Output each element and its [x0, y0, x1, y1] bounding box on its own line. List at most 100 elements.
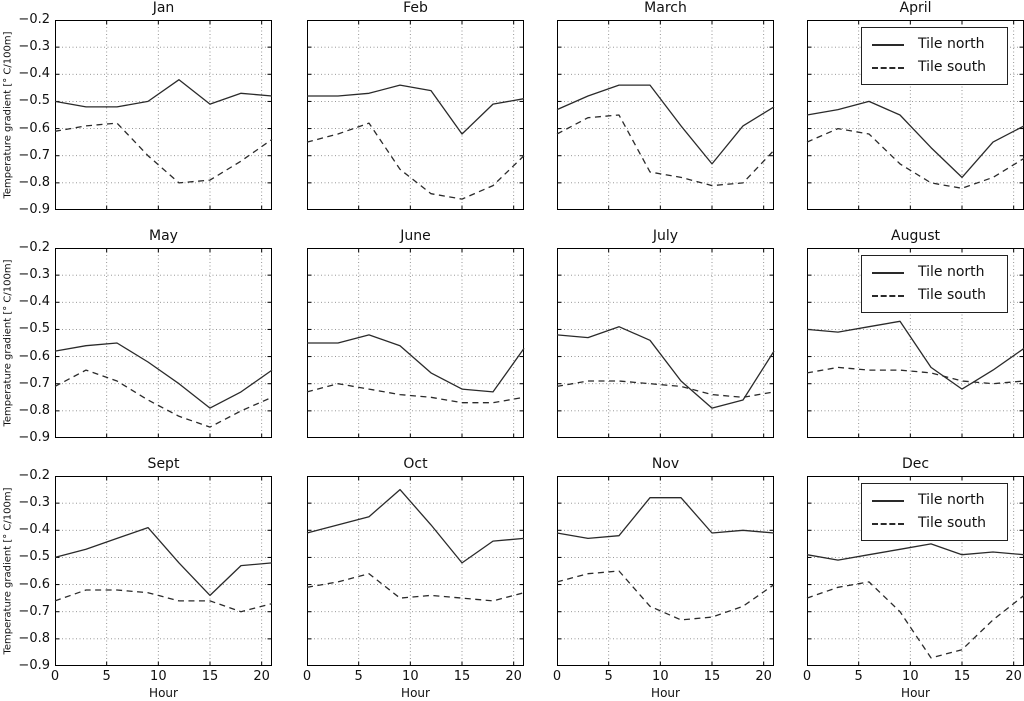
- panel-title: Jan: [152, 0, 175, 16]
- grid-lines: [55, 20, 272, 210]
- y-tick-label: −0.3: [18, 267, 50, 283]
- legend-dashed-line-icon: [872, 66, 904, 69]
- tile-north-line: [54, 526, 273, 597]
- y-tick-label: −0.6: [18, 120, 50, 136]
- tile-south-line: [306, 383, 525, 404]
- grid-lines: [557, 248, 774, 438]
- legend-label: Tile south: [918, 515, 987, 531]
- x-axis-label: Hour: [901, 686, 930, 700]
- x-tick-label: 20: [505, 669, 522, 684]
- axes-border: [557, 248, 774, 438]
- x-tick-label: 5: [354, 669, 363, 684]
- tile-south-line: [806, 127, 1024, 189]
- tile-north-line: [307, 84, 525, 135]
- panel-title: Sept: [147, 456, 180, 472]
- tile-north-line: [307, 334, 525, 393]
- panel-title: Oct: [403, 456, 428, 472]
- y-tick-label: −0.8: [18, 174, 50, 190]
- legend-entry: Tile north: [872, 33, 997, 56]
- tile-south-line: [556, 570, 775, 621]
- x-tick-label: 20: [1005, 669, 1022, 684]
- tile-north-line: [556, 84, 775, 165]
- legend-entry: Tile north: [872, 261, 997, 284]
- tick-marks: [307, 248, 524, 438]
- x-tick-label: 5: [604, 669, 613, 684]
- tile-south-line: [556, 380, 775, 398]
- y-tick-label: −0.2: [18, 240, 50, 255]
- y-tick-label: −0.9: [18, 430, 50, 445]
- axes-border: [55, 20, 272, 210]
- panel-title: Dec: [901, 456, 930, 472]
- legend-entry: Tile south: [872, 512, 997, 535]
- legend-label: Tile south: [918, 59, 987, 75]
- panel-sept: [54, 476, 273, 666]
- y-tick-label: −0.8: [18, 402, 50, 418]
- axes-border: [307, 476, 524, 666]
- panel-title: August: [891, 228, 940, 244]
- legend: Tile north Tile south: [861, 255, 1008, 313]
- tile-north-line: [54, 342, 273, 409]
- grid-lines: [557, 476, 774, 666]
- tick-marks: [557, 248, 774, 438]
- panel-title: April: [899, 0, 932, 16]
- tile-south-line: [54, 589, 273, 613]
- panel-feb: [306, 20, 525, 210]
- y-axis-label: Temperature gradient [° C/100m]: [2, 31, 14, 199]
- y-tick-label: −0.4: [18, 66, 50, 82]
- x-tick-label: 20: [253, 669, 270, 684]
- legend-label: Tile north: [918, 492, 985, 508]
- tick-marks: [55, 20, 272, 210]
- tile-north-line: [306, 488, 525, 564]
- y-tick-label: −0.3: [18, 39, 50, 55]
- legend-entry: Tile south: [872, 284, 997, 307]
- x-tick-label: 20: [755, 669, 772, 684]
- y-tick-label: −0.8: [18, 630, 50, 646]
- panel-oct: [306, 476, 525, 666]
- y-tick-label: −0.3: [18, 495, 50, 511]
- legend-label: Tile north: [918, 36, 985, 52]
- axes-border: [557, 476, 774, 666]
- x-tick-label: 15: [703, 669, 721, 684]
- tile-south-line: [306, 573, 525, 602]
- tick-marks: [807, 20, 1024, 210]
- tile-south-line: [54, 122, 273, 184]
- tick-marks: [307, 20, 524, 210]
- axes-border: [55, 476, 272, 666]
- tile-south-line: [556, 114, 775, 187]
- tick-marks: [557, 20, 774, 210]
- grid-lines: [307, 248, 524, 438]
- tick-marks: [807, 476, 1024, 666]
- tile-north-line: [556, 497, 775, 540]
- grid-lines: [307, 20, 524, 210]
- x-tick-label: 5: [854, 669, 863, 684]
- x-tick-label: 0: [302, 669, 312, 684]
- panel-jan: [54, 20, 273, 210]
- x-tick-label: 10: [652, 669, 669, 684]
- legend-entry: Tile south: [872, 56, 997, 79]
- y-tick-label: −0.4: [18, 522, 50, 538]
- x-tick-label: 10: [150, 669, 167, 684]
- panel-march: [556, 20, 775, 210]
- tile-north-line: [556, 326, 775, 409]
- y-tick-label: −0.9: [18, 658, 50, 673]
- tick-marks: [55, 476, 272, 666]
- y-axis-label: Temperature gradient [° C/100m]: [2, 487, 14, 655]
- y-tick-label: −0.5: [18, 321, 50, 337]
- legend-label: Tile north: [918, 264, 985, 280]
- tile-south-line: [54, 369, 273, 428]
- panel-title: June: [400, 228, 431, 244]
- legend-solid-line-icon: [872, 499, 904, 502]
- tick-marks: [557, 476, 774, 666]
- panel-july: [556, 248, 775, 438]
- tile-north-line: [54, 79, 273, 108]
- x-tick-label: 15: [201, 669, 219, 684]
- grid-lines: [307, 476, 524, 666]
- panel-june: [306, 248, 525, 438]
- x-tick-label: 5: [102, 669, 111, 684]
- x-tick-label: 10: [902, 669, 919, 684]
- y-axis-label: Temperature gradient [° C/100m]: [2, 259, 14, 427]
- y-tick-label: −0.4: [18, 294, 50, 310]
- legend-entry: Tile north: [872, 489, 997, 512]
- y-tick-label: −0.5: [18, 93, 50, 109]
- y-tick-label: −0.7: [18, 375, 50, 391]
